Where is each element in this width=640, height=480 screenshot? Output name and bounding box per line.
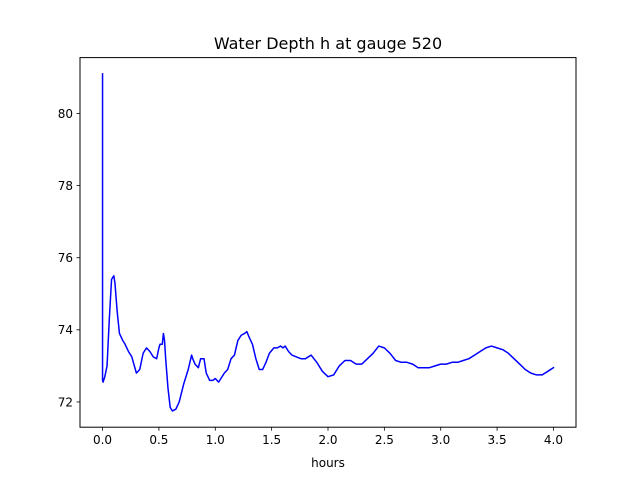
y-tick-label: 72 (58, 395, 73, 409)
y-tick-label: 80 (58, 107, 73, 121)
x-tick-label: 0.5 (149, 433, 168, 447)
y-tick-label: 76 (58, 251, 73, 265)
x-axis-label: hours (311, 456, 345, 470)
series-layer (101, 73, 555, 412)
x-tick-label: 2.5 (375, 433, 394, 447)
x-axis: 0.0 0.5 1.0 1.5 2.0 2.5 3.0 3.5 4.0 (93, 427, 563, 447)
x-tick-label: 1.5 (262, 433, 281, 447)
x-tick-label: 0.0 (93, 433, 112, 447)
x-tick-label: 3.0 (431, 433, 450, 447)
y-tick-label: 78 (58, 179, 73, 193)
x-tick-label: 2.0 (318, 433, 337, 447)
axes-background (80, 57, 576, 428)
y-axis: 72 74 76 78 80 (58, 107, 80, 409)
plot-area (80, 57, 576, 428)
y-tick-label: 74 (58, 323, 73, 337)
x-tick-label: 4.0 (544, 433, 563, 447)
chart-title: Water Depth h at gauge 520 (214, 34, 442, 53)
x-tick-label: 1.0 (206, 433, 225, 447)
x-tick-label: 3.5 (488, 433, 507, 447)
series-line-0 (101, 73, 555, 412)
